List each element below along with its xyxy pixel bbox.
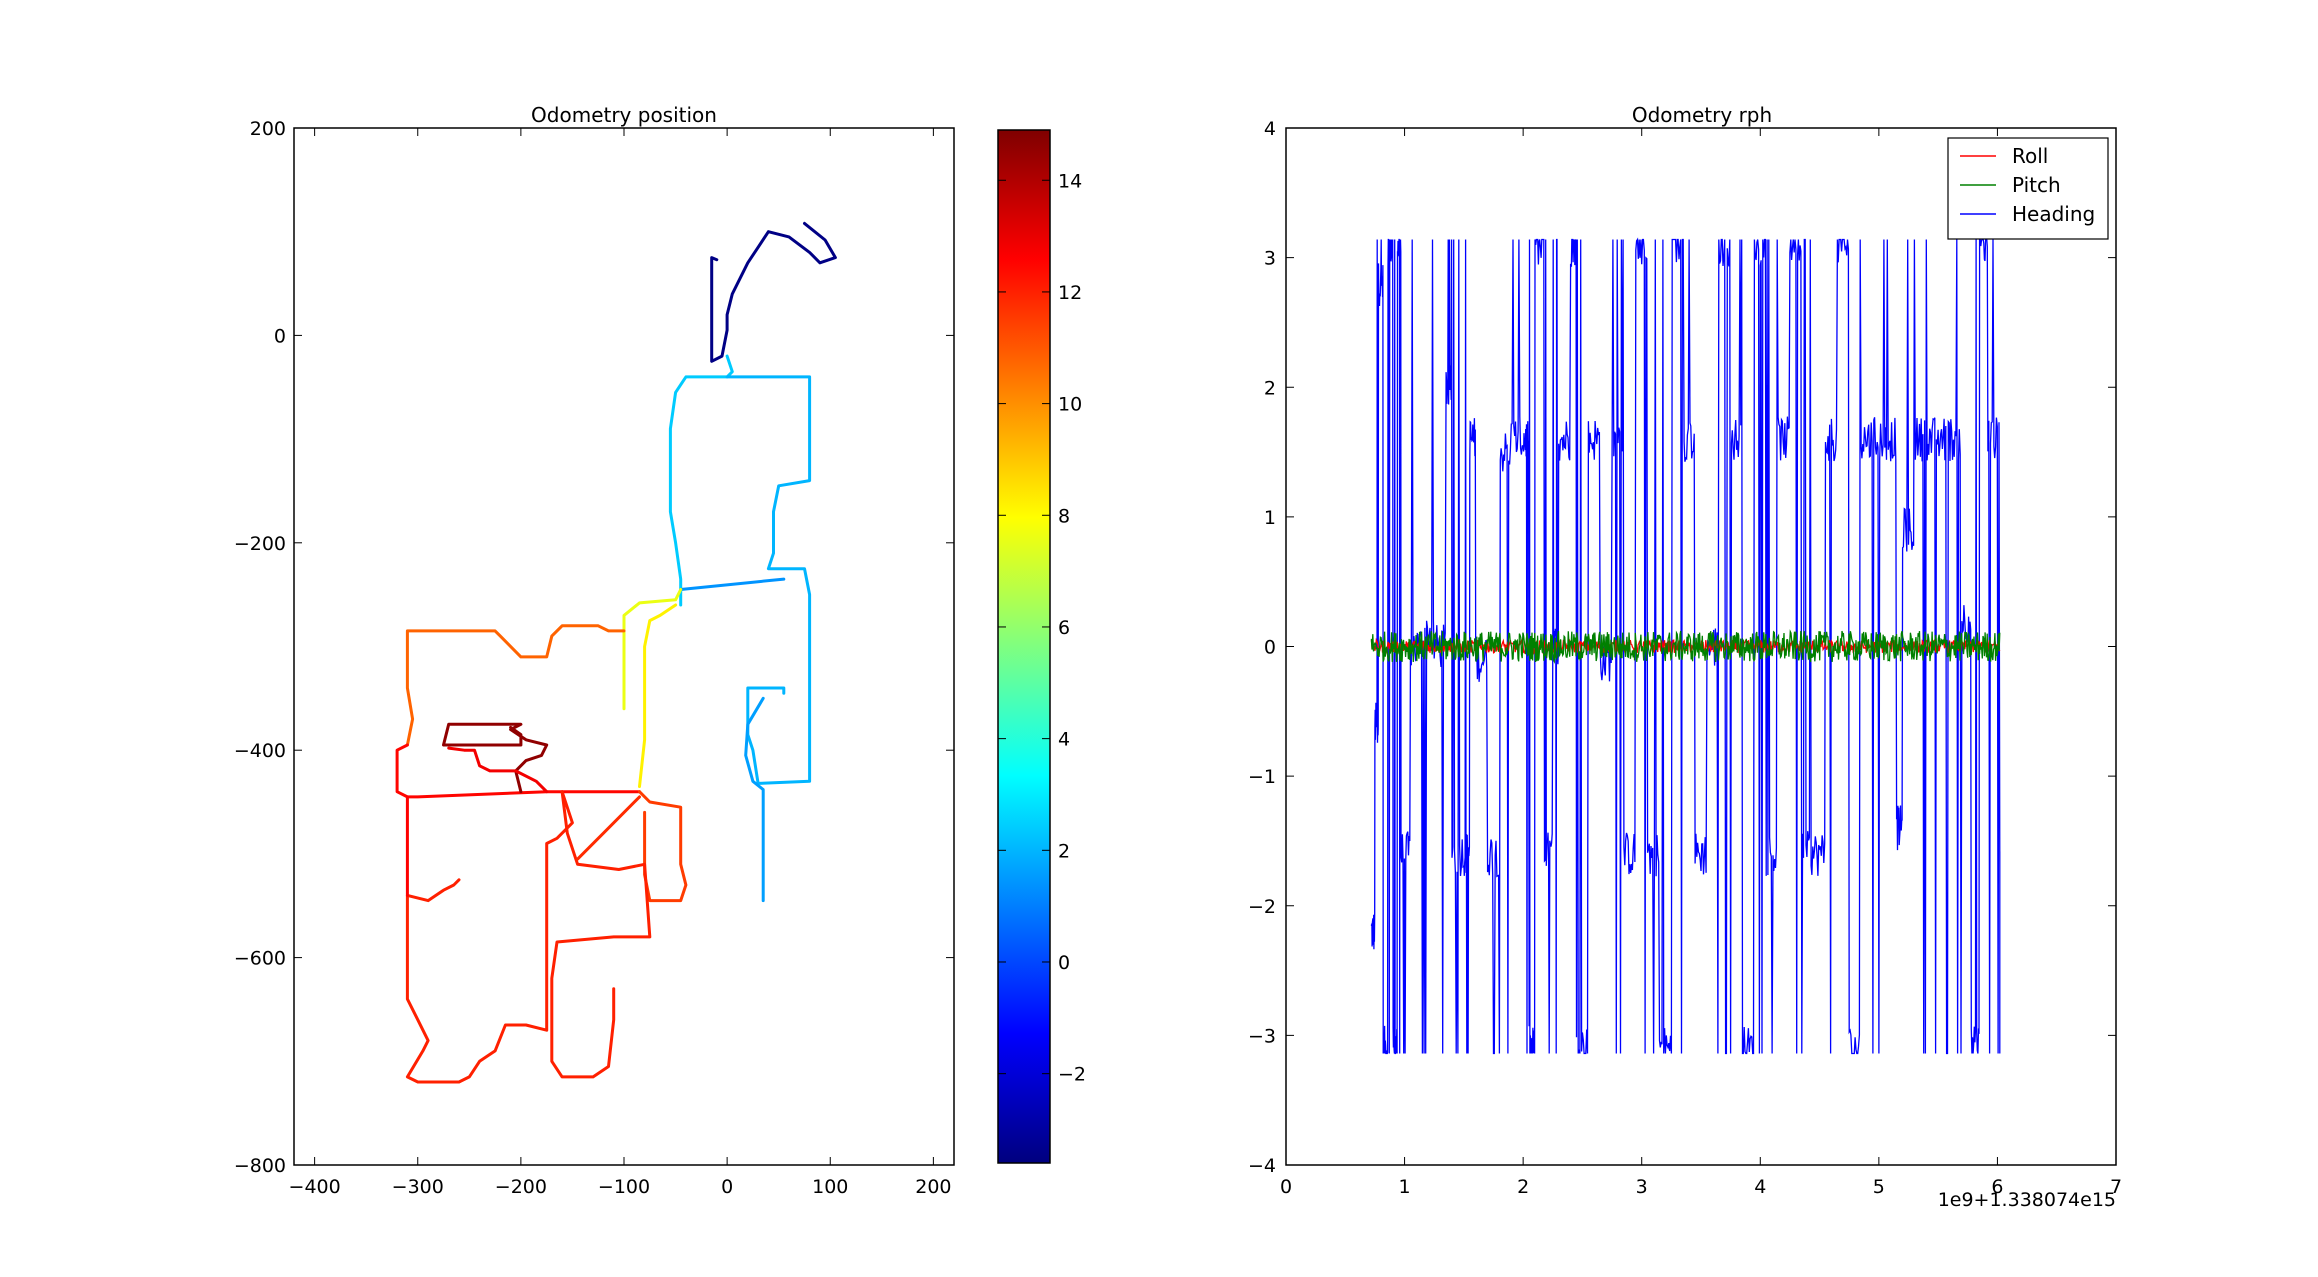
colorbar-tick-label: 4 (1058, 729, 1070, 751)
chart-odometry-position: Odometry position −400 −300 −200 −100 0 100 20… (234, 103, 955, 1198)
series-line-heading (1370, 237, 2001, 1055)
x-tick-label: 0 (1280, 1176, 1292, 1198)
y-tick-label: −1 (1248, 766, 1276, 788)
colorbar-tick-label: −2 (1058, 1064, 1086, 1086)
y-axis-odometry-rph: −4 −3 −2 −1 0 1 2 3 4 (1248, 118, 2116, 1177)
y-tick-label: −4 (1248, 1155, 1276, 1177)
y-tick-label: 3 (1264, 248, 1276, 270)
y-tick-label: 1 (1264, 507, 1276, 529)
trajectory-segment-6 (638, 603, 678, 788)
colorbar-tick-label: 8 (1058, 505, 1070, 527)
legend: Roll Pitch Heading (1947, 137, 2109, 240)
colorbar: −2 0 2 4 6 8 10 12 14 (997, 129, 1086, 1164)
y-tick-label: 0 (274, 325, 286, 347)
trajectory-segment-11 (576, 795, 641, 861)
legend-label-heading: Heading (2012, 202, 2095, 226)
x-tick-label: 1 (1399, 1176, 1411, 1198)
colorbar-tick-label: 0 (1058, 952, 1070, 974)
x-tick-label: 100 (812, 1176, 848, 1198)
rph-series-lines (1370, 237, 2001, 1055)
colorbar-gradient (997, 129, 1051, 1164)
trajectory-segment-4 (679, 577, 786, 591)
x-tick-label: 7 (2110, 1176, 2122, 1198)
colorbar-tick-label: 2 (1058, 840, 1070, 862)
x-tick-label: 0 (721, 1176, 733, 1198)
colorbar-tick-label: 6 (1058, 617, 1070, 639)
legend-label-pitch: Pitch (2012, 173, 2061, 197)
trajectory-segment-0 (710, 221, 837, 363)
x-tick-label: 6 (1991, 1176, 2003, 1198)
trajectory-segment-1 (668, 354, 734, 607)
trajectory-segment-5 (622, 588, 683, 711)
y-tick-label: −2 (1248, 896, 1276, 918)
chart-odometry-rph: Odometry rph 0 1 2 3 4 5 6 7 −4 −3 −2 −1 0 1 2 3 4 1e9+… (1248, 103, 2122, 1211)
trajectory-marks (395, 221, 837, 1084)
trajectory-segment-10 (550, 790, 652, 1079)
y-tick-label: −400 (234, 740, 286, 762)
x-tick-label: 3 (1636, 1176, 1648, 1198)
legend-box (1947, 137, 2109, 240)
colorbar-tick-label: 14 (1058, 170, 1082, 192)
x-tick-label: 200 (915, 1176, 951, 1198)
x-tick-label: −300 (392, 1176, 444, 1198)
trajectory-segment-2 (725, 375, 812, 785)
x-offset-label: 1e9+1.338074e15 (1938, 1189, 2116, 1211)
chart-title-odometry-rph: Odometry rph (1632, 103, 1772, 127)
y-tick-label: −800 (234, 1155, 286, 1177)
x-axis-odometry-position: −400 −300 −200 −100 0 100 200 (289, 128, 952, 1198)
trajectory-segment-7 (405, 624, 626, 747)
y-tick-label: 2 (1264, 377, 1276, 399)
y-tick-label: −3 (1248, 1025, 1276, 1047)
y-tick-label: −600 (234, 948, 286, 970)
colorbar-tick-label: 10 (1058, 394, 1082, 416)
trajectory-segment-12 (405, 790, 574, 1084)
trajectory-segment-15 (447, 746, 549, 794)
x-tick-label: −200 (495, 1176, 547, 1198)
chart-title-odometry-position: Odometry position (531, 103, 717, 127)
x-tick-label: −400 (289, 1176, 341, 1198)
trajectory-segment-3 (744, 696, 765, 903)
x-tick-label: 5 (1873, 1176, 1885, 1198)
y-tick-label: 200 (250, 118, 286, 140)
legend-label-roll: Roll (2012, 144, 2048, 168)
y-tick-label: 4 (1264, 118, 1276, 140)
x-tick-label: −100 (598, 1176, 650, 1198)
trajectory-segment-8 (395, 743, 641, 799)
trajectory-segment-14 (442, 722, 549, 794)
y-tick-label: 0 (1264, 637, 1276, 659)
colorbar-ticks: −2 0 2 4 6 8 10 12 14 (998, 170, 1086, 1086)
x-axis-odometry-rph: 0 1 2 3 4 5 6 7 (1280, 128, 2122, 1198)
x-tick-label: 2 (1517, 1176, 1529, 1198)
colorbar-tick-label: 12 (1058, 282, 1082, 304)
y-tick-label: −200 (234, 533, 286, 555)
series-line-pitch (1370, 629, 2001, 664)
x-tick-label: 4 (1754, 1176, 1766, 1198)
y-axis-odometry-position: −800 −600 −400 −200 0 200 (234, 118, 954, 1177)
